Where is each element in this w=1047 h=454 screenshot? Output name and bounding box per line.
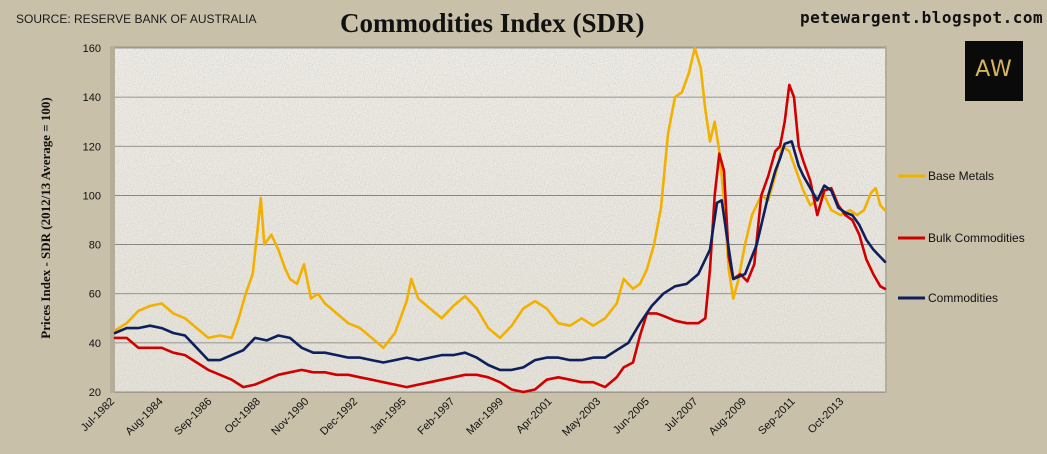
series-line-bulk-commodities [113,83,887,394]
x-tick-label: Sep-1986 [172,396,214,438]
plot-texture [115,48,885,392]
y-tick-label: 80 [89,240,101,252]
x-tick-label: Feb-1997 [416,396,458,438]
x-tick-label: Jun-2005 [611,396,652,437]
x-tick-label: Jul-1982 [79,396,117,434]
x-tick-label: Sep-2011 [756,396,798,438]
x-tick-label: Jul-2007 [662,396,700,434]
aw-logo-text: AW [975,57,1013,82]
source-note: SOURCE: RESERVE BANK OF AUSTRALIA [16,12,257,26]
aw-logo: AW [965,41,1023,101]
y-tick-label: 100 [83,190,101,202]
chart-title: Commodities Index (SDR) [340,8,645,38]
y-axis-label: Prices Index - SDR (2012/13 Average = 10… [38,97,53,339]
y-tick-label: 40 [89,338,101,350]
y-tick-label: 20 [89,387,101,399]
x-tick-label: Nov-1990 [269,396,311,438]
legend-label: Base Metals [928,169,994,183]
y-tick-label: 140 [83,92,101,104]
series-line-commodities [113,140,887,372]
y-tick-label: 60 [89,289,101,301]
x-tick-label: Mar-1999 [464,396,506,438]
legend-label: Bulk Commodities [928,231,1025,245]
y-tick-label: 160 [83,43,101,55]
x-tick-label: Aug-1984 [123,396,165,438]
x-tick-label: Apr-2001 [514,396,554,436]
x-tick-label: Oct-1988 [222,396,262,436]
y-tick-label: 120 [83,141,101,153]
x-tick-label: Oct-2013 [806,396,846,436]
x-tick-label: Dec-1992 [318,396,360,438]
x-tick-label: May-2003 [560,396,603,439]
x-tick-label: Jan-1995 [368,396,409,437]
x-tick-label: Aug-2009 [707,396,749,438]
legend-label: Commodities [928,291,998,305]
blog-url: petewargent.blogspot.com [800,8,1044,27]
